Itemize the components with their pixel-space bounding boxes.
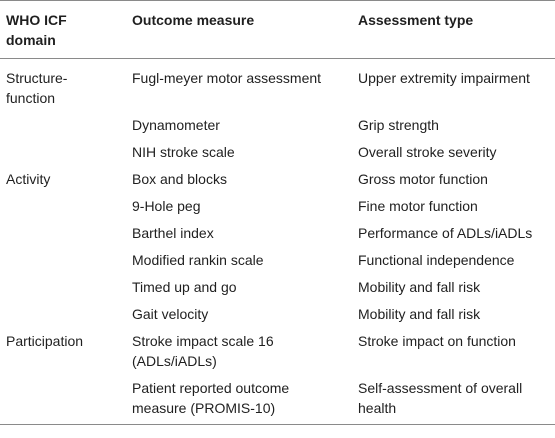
cell-outcome: Gait velocity — [132, 300, 358, 327]
header-assessment: Assessment type — [358, 0, 555, 59]
cell-assessment-text: Overall stroke severity — [358, 144, 497, 160]
cell-assessment-text: Performance of ADLs/iADLs — [358, 225, 533, 241]
header-assessment-label: Assessment type — [358, 12, 474, 28]
cell-assessment: Functional independence — [358, 246, 555, 273]
header-row: WHO ICF domain Outcome measure Assessmen… — [0, 0, 555, 59]
cell-assessment-text: Gross motor function — [358, 171, 488, 187]
cell-domain — [0, 192, 132, 219]
cell-outcome-text: Timed up and go — [132, 279, 237, 295]
table-row: Activity Box and blocks Gross motor functi… — [0, 165, 555, 192]
cell-domain-text: Activity — [6, 171, 51, 187]
cell-assessment-text: Upper extremity impairment — [358, 70, 530, 86]
cell-outcome-text: Modified rankin scale — [132, 252, 264, 268]
cell-outcome: Fugl-meyer motor assessment — [132, 59, 358, 112]
cell-domain-text: Structure-function — [6, 70, 68, 106]
table-row: Modified rankin scale Functional independ… — [0, 246, 555, 273]
header-outcome: Outcome measure — [132, 0, 358, 59]
table-row: Structure-function Fugl-meyer motor asses… — [0, 59, 555, 112]
cell-domain — [0, 138, 132, 165]
cell-domain: Structure-function — [0, 59, 132, 112]
table-row: Gait velocity Mobility and fall risk — [0, 300, 555, 327]
table-row: Barthel index Performance of ADLs/iADLs — [0, 219, 555, 246]
cell-assessment-text: Self-assessment of overall health — [358, 380, 523, 416]
cell-domain — [0, 246, 132, 273]
cell-outcome-text: Patient reported outcome measure (PROMIS… — [132, 380, 290, 416]
cell-outcome: 9-Hole peg — [132, 192, 358, 219]
cell-outcome-text: Box and blocks — [132, 171, 227, 187]
cell-outcome: Stroke impact scale 16 (ADLs/iADLs) — [132, 327, 358, 374]
cell-outcome-text: Stroke impact scale 16 (ADLs/iADLs) — [132, 333, 274, 369]
cell-outcome-text: Dynamometer — [132, 117, 220, 133]
cell-assessment-text: Functional independence — [358, 252, 515, 268]
table-row: Dynamometer Grip strength — [0, 111, 555, 138]
header-domain-label: WHO ICF domain — [6, 12, 67, 48]
cell-assessment-text: Stroke impact on function — [358, 333, 516, 349]
table-header: WHO ICF domain Outcome measure Assessmen… — [0, 0, 555, 59]
cell-outcome-text: Gait velocity — [132, 306, 209, 322]
cell-domain — [0, 111, 132, 138]
cell-assessment: Overall stroke severity — [358, 138, 555, 165]
cell-assessment: Mobility and fall risk — [358, 273, 555, 300]
table-row: Patient reported outcome measure (PROMIS… — [0, 374, 555, 425]
table-row: 9-Hole peg Fine motor function — [0, 192, 555, 219]
cell-assessment-text: Grip strength — [358, 117, 439, 133]
table-row: Timed up and go Mobility and fall risk — [0, 273, 555, 300]
cell-assessment: Performance of ADLs/iADLs — [358, 219, 555, 246]
cell-outcome: Box and blocks — [132, 165, 358, 192]
cell-assessment-text: Mobility and fall risk — [358, 279, 481, 295]
cell-assessment: Self-assessment of overall health — [358, 374, 555, 425]
cell-domain — [0, 273, 132, 300]
cell-outcome: Barthel index — [132, 219, 358, 246]
cell-assessment: Stroke impact on function — [358, 327, 555, 374]
cell-outcome: Modified rankin scale — [132, 246, 358, 273]
cell-assessment: Gross motor function — [358, 165, 555, 192]
cell-assessment: Mobility and fall risk — [358, 300, 555, 327]
table-body: Structure-function Fugl-meyer motor asses… — [0, 59, 555, 425]
cell-assessment: Fine motor function — [358, 192, 555, 219]
cell-domain — [0, 300, 132, 327]
header-domain: WHO ICF domain — [0, 0, 132, 59]
cell-domain-text: Participation — [6, 333, 84, 349]
header-outcome-label: Outcome measure — [132, 12, 255, 28]
cell-assessment: Upper extremity impairment — [358, 59, 555, 112]
cell-domain — [0, 219, 132, 246]
cell-assessment: Grip strength — [358, 111, 555, 138]
cell-outcome: Timed up and go — [132, 273, 358, 300]
cell-domain: Participation — [0, 327, 132, 374]
cell-outcome-text: Fugl-meyer motor assessment — [132, 70, 322, 86]
cell-outcome-text: Barthel index — [132, 225, 214, 241]
outcome-measures-table: WHO ICF domain Outcome measure Assessmen… — [0, 0, 555, 425]
table-row: Participation Stroke impact scale 16 (ADL… — [0, 327, 555, 374]
cell-outcome: Patient reported outcome measure (PROMIS… — [132, 374, 358, 425]
cell-assessment-text: Fine motor function — [358, 198, 478, 214]
cell-assessment-text: Mobility and fall risk — [358, 306, 481, 322]
cell-outcome-text: NIH stroke scale — [132, 144, 235, 160]
cell-outcome: NIH stroke scale — [132, 138, 358, 165]
table-row: NIH stroke scale Overall stroke severity — [0, 138, 555, 165]
cell-outcome: Dynamometer — [132, 111, 358, 138]
cell-domain — [0, 374, 132, 425]
cell-outcome-text: 9-Hole peg — [132, 198, 201, 214]
cell-domain: Activity — [0, 165, 132, 192]
